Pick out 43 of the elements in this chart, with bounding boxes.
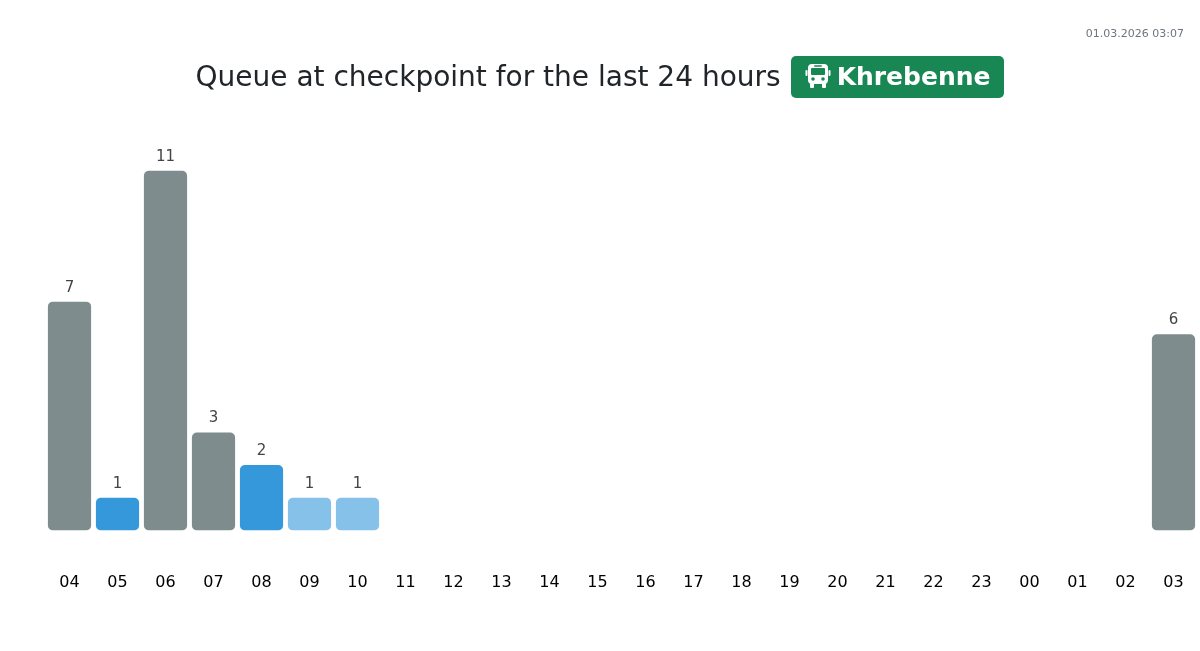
data-label: 1 [304, 473, 315, 492]
x-tick-label: 15 [587, 571, 608, 591]
x-tick-label: 00 [1019, 571, 1040, 591]
data-label: 1 [352, 473, 363, 492]
bar [335, 497, 380, 531]
x-tick-label: 04 [59, 571, 80, 591]
x-tick-label: 10 [347, 571, 368, 591]
x-tick-label: 05 [107, 571, 128, 591]
data-label: 7 [64, 277, 75, 296]
x-tick-label: 21 [875, 571, 896, 591]
bar [287, 497, 332, 531]
data-label: 11 [155, 146, 176, 165]
text: 01.03.2026 03:07 [1085, 26, 1184, 42]
x-tick-label: 01 [1067, 571, 1088, 591]
x-tick-label: 12 [443, 571, 464, 591]
data-label: 2 [256, 441, 267, 460]
x-tick-label: 02 [1115, 571, 1136, 591]
x-tick-label: 22 [923, 571, 944, 591]
x-tick-label: 17 [683, 571, 704, 591]
x-tick-label: 11 [395, 571, 416, 591]
x-tick-label: 14 [539, 571, 560, 591]
x-tick-label: 13 [491, 571, 512, 591]
bar [47, 301, 92, 531]
bar [95, 497, 140, 531]
x-tick-label: 08 [251, 571, 272, 591]
x-tick-label: 06 [155, 571, 176, 591]
x-tick-label: 07 [203, 571, 224, 591]
data-label: 1 [112, 473, 123, 492]
x-tick-label: 20 [827, 571, 848, 591]
bar [1151, 334, 1196, 531]
chart-subtitle: Khrebenne [790, 56, 1005, 98]
x-tick-label: 18 [731, 571, 752, 591]
data-label: 6 [1168, 310, 1179, 329]
x-tick-label: 03 [1163, 571, 1184, 591]
x-tick-label: 19 [779, 571, 800, 591]
chart-title: Queue at checkpoint for the last 24 hours [195, 60, 781, 93]
bar [239, 465, 284, 531]
bar [191, 432, 236, 531]
x-tick-label: 09 [299, 571, 320, 591]
x-tick-label: 16 [635, 571, 656, 591]
x-tick-label: 23 [971, 571, 992, 591]
data-label: 3 [208, 408, 219, 427]
bar [143, 170, 188, 531]
